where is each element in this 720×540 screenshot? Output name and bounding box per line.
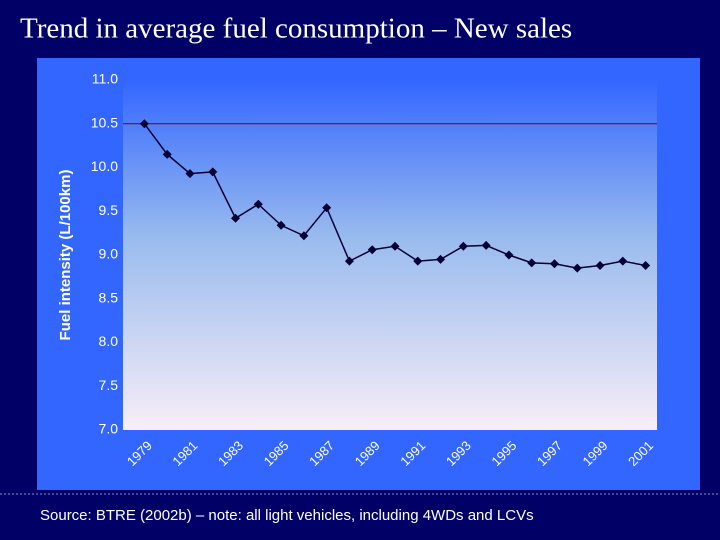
y-tick-label: 9.5	[99, 202, 119, 218]
data-point	[618, 256, 628, 266]
y-tick-label: 10.0	[91, 158, 118, 174]
data-point	[299, 231, 309, 241]
data-point	[390, 241, 400, 251]
data-point	[185, 169, 195, 179]
data-point	[231, 213, 241, 223]
slide-title: Trend in average fuel consumption – New …	[20, 13, 572, 45]
data-point	[276, 220, 286, 230]
data-point	[481, 240, 491, 250]
data-point	[208, 167, 218, 177]
data-point	[322, 203, 332, 213]
data-point	[436, 254, 446, 264]
data-point	[458, 241, 468, 251]
data-point	[595, 261, 605, 270]
source-note: Source: BTRE (2002b) – note: all light v…	[40, 507, 534, 524]
y-tick-label: 11.0	[92, 71, 118, 87]
data-point	[572, 263, 582, 273]
y-tick-label: 7.5	[99, 377, 119, 393]
data-point	[527, 258, 537, 268]
data-point	[367, 245, 377, 255]
data-point	[413, 256, 423, 266]
data-point	[344, 256, 354, 266]
plot-area	[123, 80, 657, 430]
y-tick-label: 7.0	[99, 421, 119, 437]
y-tick-label: 8.5	[99, 289, 119, 305]
data-point	[641, 261, 651, 270]
data-point	[162, 149, 172, 159]
y-tick-label: 8.0	[99, 333, 119, 349]
y-tick-label: 10.5	[91, 114, 118, 130]
y-tick-label: 9.0	[99, 246, 119, 262]
data-point	[549, 259, 559, 269]
y-axis-label: Fuel intensity (L/100km)	[57, 170, 74, 341]
data-point	[504, 250, 514, 260]
data-point	[253, 199, 263, 209]
data-point	[139, 119, 149, 129]
